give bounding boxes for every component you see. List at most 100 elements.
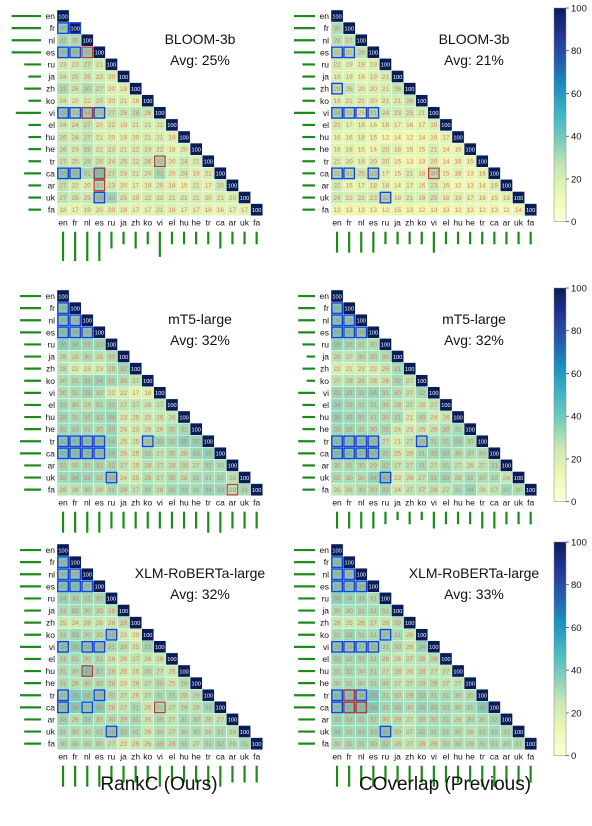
cell-value: 28 [168, 741, 176, 748]
cell-value: 31 [515, 741, 523, 748]
cell-value: 19 [120, 86, 128, 93]
y-tick-label: ar [321, 460, 329, 470]
cell-value: 27 [442, 487, 450, 494]
cell-value: 100 [167, 403, 176, 409]
cell-value: 27 [406, 487, 414, 494]
y-tick-label: fa [48, 739, 55, 749]
x-tick-label: uk [240, 752, 250, 762]
y-tick-label: vi [323, 108, 329, 118]
cell-value: 100 [143, 99, 152, 105]
cell-value: 100 [441, 123, 450, 129]
cell-value: 33 [358, 729, 366, 736]
cell-value: 30 [96, 632, 104, 639]
cell-value: 19 [418, 195, 426, 202]
cell-value: 23 [406, 426, 414, 433]
cell-value: 23 [72, 146, 80, 153]
cell-value: 30 [156, 741, 164, 748]
cell-value: 30 [84, 86, 92, 93]
y-tick-label: ru [321, 593, 329, 603]
colorbar-tick-label: 20 [571, 454, 582, 465]
colorbar-tick-label: 0 [571, 751, 576, 762]
cell-value: 100 [332, 548, 341, 554]
cell-value: 100 [252, 208, 261, 214]
cell-value: 23 [120, 414, 128, 421]
cell-value: 31 [370, 110, 378, 117]
cell-value: 21 [382, 74, 390, 81]
cell-value: 28 [168, 463, 176, 470]
cell-value: 18 [168, 183, 176, 190]
cell-value: 40 [346, 438, 354, 445]
panel-title: mT5-large [168, 311, 232, 327]
cell-value: 100 [240, 196, 249, 202]
cell-value: 26 [418, 426, 426, 433]
cell-value: 27 [406, 378, 414, 385]
cell-value: 27 [59, 195, 67, 202]
cell-value: 37 [382, 632, 390, 639]
cell-value: 26 [144, 741, 152, 748]
cell-value: 32 [346, 729, 354, 736]
cell-value: 25 [358, 171, 366, 178]
cell-value: 38 [72, 171, 80, 178]
y-tick-label: ca [46, 702, 55, 712]
cell-value: 30 [84, 656, 92, 663]
cell-value: 29 [430, 656, 438, 663]
cell-value: 27 [333, 378, 341, 385]
cell-value: 100 [179, 135, 188, 141]
highlight-box-blue [69, 167, 82, 180]
cell-value: 40 [346, 705, 354, 712]
cell-value: 33 [217, 487, 225, 494]
cell-value: 31 [193, 487, 201, 494]
cell-value: 28 [96, 354, 104, 361]
x-tick-label: fa [253, 752, 260, 762]
y-tick-label: uk [320, 727, 330, 737]
cell-value: 27 [406, 463, 414, 470]
cell-value: 26 [394, 86, 402, 93]
cell-value: 31 [479, 729, 487, 736]
cell-value: 32 [442, 705, 450, 712]
cell-value: 38 [59, 171, 67, 178]
cell-value: 31 [132, 717, 140, 724]
y-tick-label: ar [47, 714, 55, 724]
x-tick-label: vi [157, 218, 163, 228]
highlight-box-blue [57, 22, 69, 35]
cell-value: 21 [346, 366, 354, 373]
cell-value: 30 [84, 608, 92, 615]
cell-value: 28 [108, 608, 116, 615]
x-tick-label: fa [253, 218, 260, 228]
cell-value: 100 [429, 111, 438, 117]
cell-value: 31 [430, 729, 438, 736]
cell-value: 31 [394, 632, 402, 639]
cell-value: 30 [491, 475, 499, 482]
cell-value: 31 [168, 692, 176, 699]
y-tick-label: el [48, 120, 55, 130]
cell-value: 34 [370, 390, 378, 397]
cell-value: 22 [108, 390, 116, 397]
cell-value: 31 [180, 741, 188, 748]
cell-value: 29 [193, 692, 201, 699]
cell-value: 30 [168, 426, 176, 433]
y-tick-label: ko [46, 376, 55, 386]
cell-value: 28 [394, 668, 402, 675]
panel-subtitle: Avg: 32% [444, 332, 504, 348]
cell-value: 31 [217, 729, 225, 736]
cell-value: 19 [370, 62, 378, 69]
y-tick-label: zh [320, 364, 329, 374]
x-tick-label: fr [73, 218, 78, 228]
x-tick-label: ar [503, 498, 511, 508]
cell-value: 30 [193, 729, 201, 736]
y-tick-label: ru [321, 339, 329, 349]
cell-value: 22 [108, 122, 116, 129]
cell-value: 20 [108, 98, 116, 105]
x-tick-label: he [191, 752, 201, 762]
cell-value: 26 [132, 692, 140, 699]
cell-value: 30 [418, 414, 426, 421]
cell-value: 100 [393, 75, 402, 81]
y-tick-label: tr [50, 156, 55, 166]
x-tick-label: fa [253, 498, 260, 508]
cell-value: 30 [168, 475, 176, 482]
cell-value: 100 [228, 464, 237, 470]
cell-value: 30 [479, 451, 487, 458]
cell-value: 31 [491, 463, 499, 470]
cell-value: 39 [96, 644, 104, 651]
cell-value: 16 [430, 134, 438, 141]
